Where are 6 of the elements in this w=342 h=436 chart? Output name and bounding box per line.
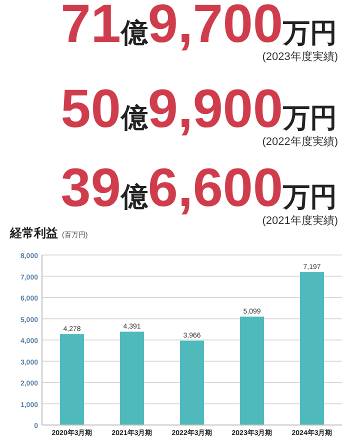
bar <box>180 340 204 425</box>
chart-title: 経常利益 <box>9 226 58 240</box>
bar <box>120 332 144 425</box>
bar <box>240 316 264 425</box>
bar <box>300 272 324 425</box>
bar <box>60 334 84 425</box>
